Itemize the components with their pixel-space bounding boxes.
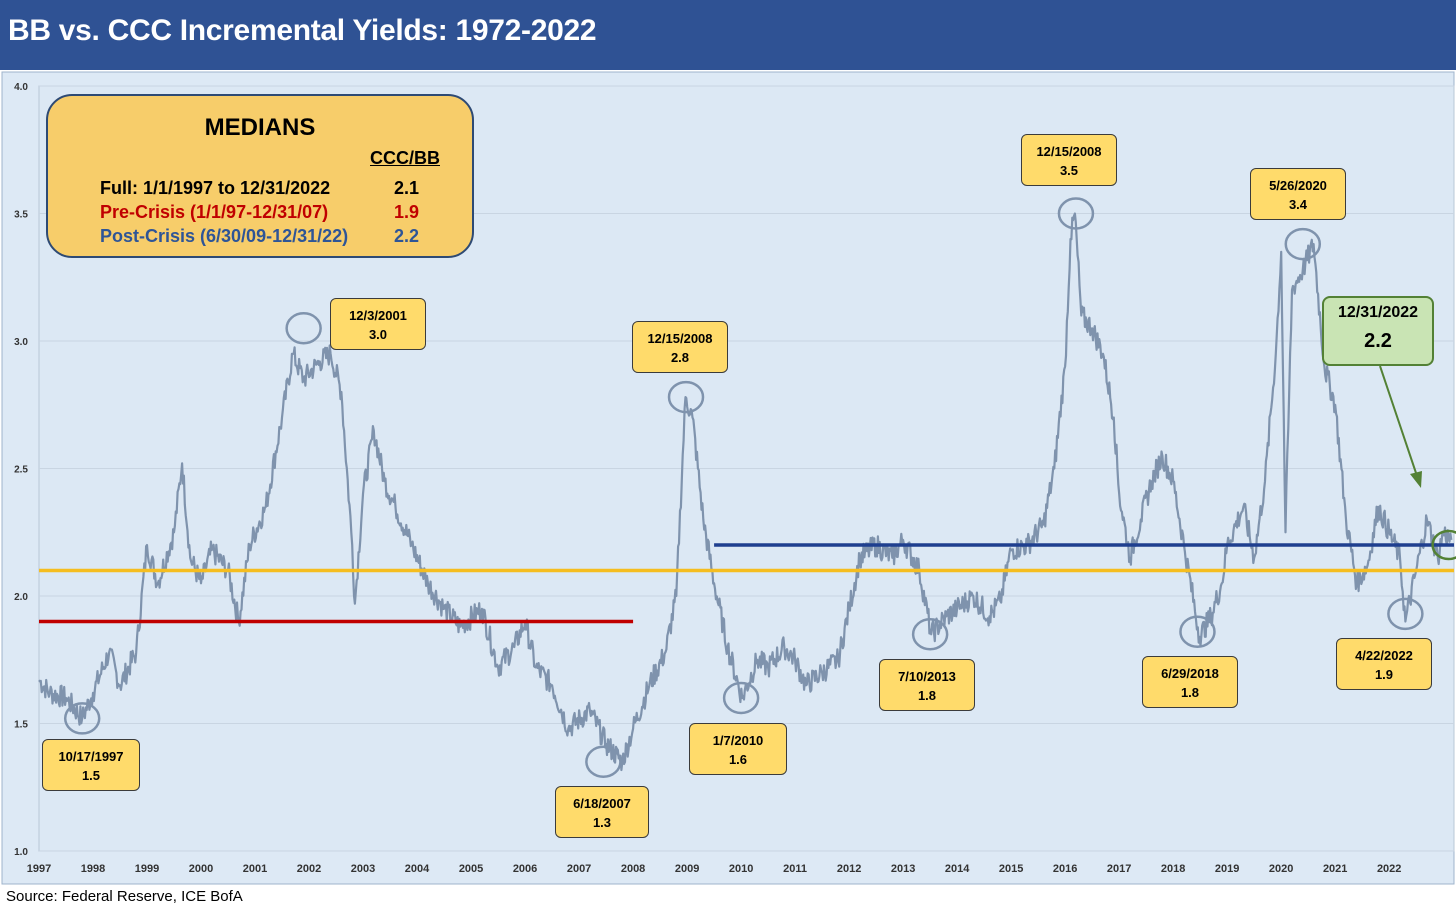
x-tick-label: 2004 bbox=[405, 863, 430, 875]
median-label-pre-crisis: Pre-Crisis (1/1/97-12/31/07) bbox=[100, 202, 329, 222]
x-tick-label: 2006 bbox=[513, 863, 537, 875]
annotation-2008-peak: 12/15/2008 2.8 bbox=[632, 321, 728, 373]
x-tick-label: 2022 bbox=[1377, 863, 1401, 875]
y-tick-label: 1.0 bbox=[14, 847, 28, 858]
x-tick-label: 2005 bbox=[459, 863, 483, 875]
annotation-date: 10/17/1997 bbox=[58, 749, 124, 764]
highlight-circle bbox=[63, 702, 101, 735]
x-tick-label: 2007 bbox=[567, 863, 591, 875]
y-tick-label: 4.0 bbox=[14, 82, 28, 93]
x-tick-label: 2017 bbox=[1107, 863, 1131, 875]
chart-title: BB vs. CCC Incremental Yields: 1972-2022 bbox=[8, 14, 597, 47]
annotation-value: 1.6 bbox=[728, 752, 748, 767]
annotation-2010-low: 1/7/2010 1.6 bbox=[689, 723, 787, 775]
annotation-1997-low: 10/17/1997 1.5 bbox=[42, 739, 140, 791]
y-tick-label: 1.5 bbox=[14, 720, 28, 731]
median-value-full: 2.1 bbox=[394, 178, 420, 198]
x-tick-label: 2008 bbox=[621, 863, 645, 875]
annotation-value: 2.8 bbox=[670, 350, 690, 365]
x-tick-label: 2016 bbox=[1053, 863, 1077, 875]
annotation-date: 7/10/2013 bbox=[898, 669, 956, 684]
annotation-value: 1.8 bbox=[917, 688, 937, 703]
annotation-2001-peak: 12/3/2001 3.0 bbox=[330, 298, 426, 350]
y-tick-label: 3.5 bbox=[14, 210, 28, 221]
x-tick-label: 2002 bbox=[297, 863, 321, 875]
median-value-pre-crisis: 1.9 bbox=[394, 202, 420, 222]
y-tick-label: 3.0 bbox=[14, 337, 28, 348]
annotation-2022-low: 4/22/2022 1.9 bbox=[1336, 638, 1432, 690]
source-note: Source: Federal Reserve, ICE BofA bbox=[6, 888, 243, 905]
highlight-circle bbox=[911, 618, 949, 651]
x-tick-label: 2003 bbox=[351, 863, 375, 875]
x-tick-label: 1998 bbox=[81, 863, 105, 875]
x-tick-label: 2001 bbox=[243, 863, 267, 875]
annotation-2007-low: 6/18/2007 1.3 bbox=[555, 786, 649, 838]
x-tick-label: 2013 bbox=[891, 863, 915, 875]
annotation-2013-low: 7/10/2013 1.8 bbox=[879, 659, 975, 711]
x-tick-label: 2019 bbox=[1215, 863, 1239, 875]
annotation-value: 1.3 bbox=[592, 815, 612, 830]
highlight-circle bbox=[1284, 227, 1322, 261]
x-tick-label: 2010 bbox=[729, 863, 753, 875]
x-tick-label: 2000 bbox=[189, 863, 213, 875]
x-tick-label: 2012 bbox=[837, 863, 861, 875]
callout-arrowhead bbox=[1410, 471, 1422, 488]
annotation-date: 12/15/2008 bbox=[1036, 144, 1102, 159]
annotation-2020-peak: 5/26/2020 3.4 bbox=[1250, 168, 1346, 220]
highlight-circle bbox=[1387, 597, 1424, 631]
medians-box: MEDIANS CCC/BB Full: 1/1/1997 to 12/31/2… bbox=[46, 94, 474, 258]
highlight-circle bbox=[1179, 615, 1216, 648]
annotation-date: 12/15/2008 bbox=[647, 331, 713, 346]
highlight-circle bbox=[285, 312, 322, 345]
medians-column-header: CCC/BB bbox=[370, 148, 440, 168]
annotation-2016-peak: 12/15/2008 3.5 bbox=[1021, 134, 1117, 186]
annotation-date: 5/26/2020 bbox=[1269, 178, 1327, 193]
x-tick-label: 2009 bbox=[675, 863, 699, 875]
x-tick-label: 2020 bbox=[1269, 863, 1293, 875]
annotation-value: 3.0 bbox=[368, 327, 388, 342]
x-tick-label: 1999 bbox=[135, 863, 159, 875]
x-tick-label: 2018 bbox=[1161, 863, 1185, 875]
series-line bbox=[38, 212, 1453, 772]
highlight-circle bbox=[722, 681, 760, 715]
median-value-post-crisis: 2.2 bbox=[394, 226, 420, 246]
annotation-value: 3.4 bbox=[1288, 197, 1308, 212]
x-tick-label: 2015 bbox=[999, 863, 1023, 875]
highlight-circle bbox=[585, 745, 622, 778]
y-tick-label: 2.5 bbox=[14, 465, 28, 476]
annotation-value: 1.9 bbox=[1374, 667, 1394, 682]
annotation-date: 6/18/2007 bbox=[573, 796, 631, 811]
callout-arrow bbox=[1379, 365, 1417, 474]
x-tick-label: 2021 bbox=[1323, 863, 1347, 875]
annotation-date: 6/29/2018 bbox=[1161, 666, 1219, 681]
annotation-value: 1.8 bbox=[1180, 685, 1200, 700]
annotation-date: 4/22/2022 bbox=[1355, 648, 1413, 663]
y-tick-label: 2.0 bbox=[14, 592, 28, 603]
last-value-circle bbox=[1431, 529, 1456, 561]
last-value-number: 2.2 bbox=[1364, 330, 1392, 352]
annotation-value: 1.5 bbox=[81, 768, 101, 783]
highlight-circle bbox=[1057, 197, 1095, 230]
x-tick-label: 2014 bbox=[945, 863, 970, 875]
last-value-callout: 12/31/2022 2.2 bbox=[1322, 296, 1434, 366]
annotation-value: 3.5 bbox=[1059, 163, 1079, 178]
x-tick-label: 1997 bbox=[27, 863, 51, 875]
highlight-circle bbox=[667, 380, 705, 414]
annotation-2018-low: 6/29/2018 1.8 bbox=[1142, 656, 1238, 708]
annotation-date: 1/7/2010 bbox=[712, 733, 764, 748]
median-label-post-crisis: Post-Crisis (6/30/09-12/31/22) bbox=[100, 226, 349, 246]
median-label-full: Full: 1/1/1997 to 12/31/2022 bbox=[100, 178, 331, 198]
last-value-date: 12/31/2022 bbox=[1337, 304, 1419, 321]
annotation-date: 12/3/2001 bbox=[349, 308, 407, 323]
medians-title: MEDIANS bbox=[204, 114, 316, 141]
title-bar: BB vs. CCC Incremental Yields: 1972-2022 bbox=[0, 0, 1456, 70]
x-tick-label: 2011 bbox=[783, 863, 807, 875]
